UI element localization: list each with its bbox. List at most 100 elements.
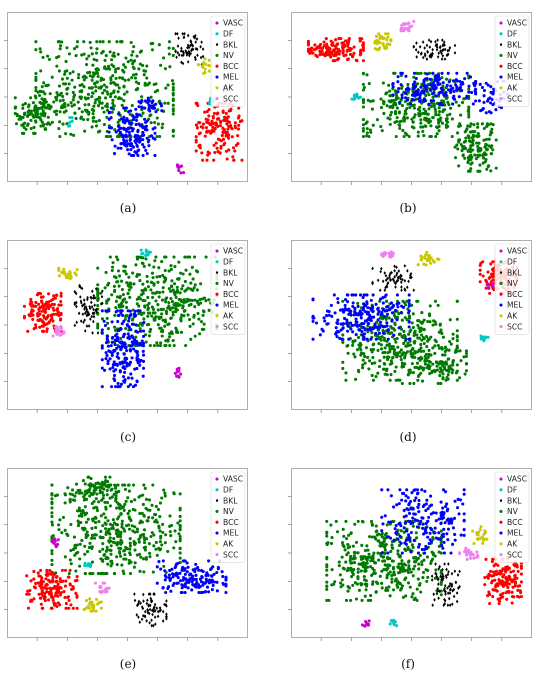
point-nv — [201, 313, 205, 317]
point-nv — [124, 545, 128, 549]
point-mel — [106, 309, 111, 313]
point-bcc — [224, 149, 228, 153]
point-nv — [141, 291, 145, 295]
point-bcc — [318, 49, 322, 53]
point-bcc — [196, 103, 200, 108]
point-mel — [407, 320, 411, 324]
point-nv — [97, 100, 102, 104]
point-mel — [340, 337, 344, 341]
point-mel — [183, 590, 187, 595]
point-nv — [383, 346, 387, 350]
point-nv — [381, 81, 385, 85]
point-bcc — [309, 49, 313, 53]
point-nv — [158, 540, 162, 544]
point-nv — [469, 167, 473, 171]
point-nv — [156, 507, 160, 512]
point-mel — [125, 129, 129, 133]
point-nv — [45, 84, 49, 88]
point-mel — [431, 71, 435, 75]
point-nv — [171, 88, 175, 92]
point-mel — [146, 98, 150, 102]
point-nv — [96, 295, 100, 299]
point-nv — [84, 535, 88, 539]
point-vasc — [179, 171, 183, 175]
point-nv — [139, 534, 143, 538]
legend-label-nv: NV — [223, 507, 235, 516]
point-bcc — [227, 120, 232, 124]
point-nv — [86, 96, 90, 100]
point-nv — [156, 323, 160, 327]
point-nv — [171, 98, 175, 103]
point-nv — [81, 509, 85, 513]
point-nv — [90, 78, 94, 82]
point-nv — [107, 528, 111, 532]
legend-marker-bcc — [215, 520, 219, 524]
point-nv — [162, 564, 166, 568]
point-nv — [467, 105, 471, 109]
point-bkl — [396, 278, 400, 283]
point-nv — [80, 538, 84, 542]
point-nv — [171, 310, 175, 314]
point-nv — [466, 124, 470, 128]
point-nv — [138, 569, 142, 573]
point-vasc — [56, 542, 60, 547]
point-mel — [159, 567, 163, 571]
point-mel — [395, 302, 399, 306]
point-bkl — [437, 51, 441, 56]
point-nv — [419, 71, 423, 75]
point-nv — [477, 134, 481, 138]
point-nv — [404, 303, 408, 307]
point-bcc — [346, 42, 350, 46]
point-nv — [187, 298, 191, 302]
point-nv — [163, 101, 167, 105]
point-mel — [339, 322, 343, 326]
point-nv — [416, 323, 420, 327]
point-df — [355, 92, 359, 96]
point-nv — [70, 104, 74, 108]
point-nv — [127, 78, 131, 82]
point-nv — [134, 80, 138, 84]
legend-marker-scc — [215, 553, 219, 557]
point-nv — [154, 299, 158, 303]
point-nv — [433, 107, 437, 111]
point-nv — [476, 148, 480, 152]
point-nv — [137, 552, 142, 556]
point-mel — [112, 349, 116, 353]
point-bcc — [200, 151, 204, 155]
point-nv — [90, 91, 95, 95]
point-mel — [407, 304, 411, 308]
point-bcc — [486, 270, 490, 274]
point-nv — [90, 52, 94, 56]
point-nv — [168, 514, 172, 518]
point-nv — [131, 65, 135, 69]
point-nv — [380, 347, 384, 351]
point-mel — [154, 110, 158, 114]
point-mel — [193, 570, 197, 574]
point-nv — [386, 351, 390, 355]
point-vasc — [177, 369, 181, 373]
point-mel — [131, 335, 135, 339]
point-mel — [418, 99, 422, 103]
point-nv — [106, 327, 110, 331]
point-bcc — [68, 568, 72, 572]
point-nv — [380, 129, 384, 133]
point-mel — [463, 77, 467, 81]
point-bkl — [201, 54, 205, 59]
point-nv — [439, 116, 443, 120]
point-nv — [100, 483, 104, 487]
point-nv — [156, 122, 160, 126]
point-nv — [162, 275, 167, 280]
point-nv — [160, 334, 164, 338]
point-mel — [112, 373, 117, 378]
point-bcc — [53, 296, 57, 300]
point-nv — [98, 485, 102, 489]
legend-marker-bcc — [215, 64, 219, 68]
point-nv — [191, 277, 195, 281]
point-bcc — [204, 126, 208, 130]
point-nv — [118, 551, 122, 555]
legend-marker-vasc — [499, 21, 503, 25]
point-nv — [95, 40, 99, 44]
point-bkl — [137, 601, 140, 606]
point-nv — [171, 339, 175, 343]
point-nv — [158, 343, 163, 348]
